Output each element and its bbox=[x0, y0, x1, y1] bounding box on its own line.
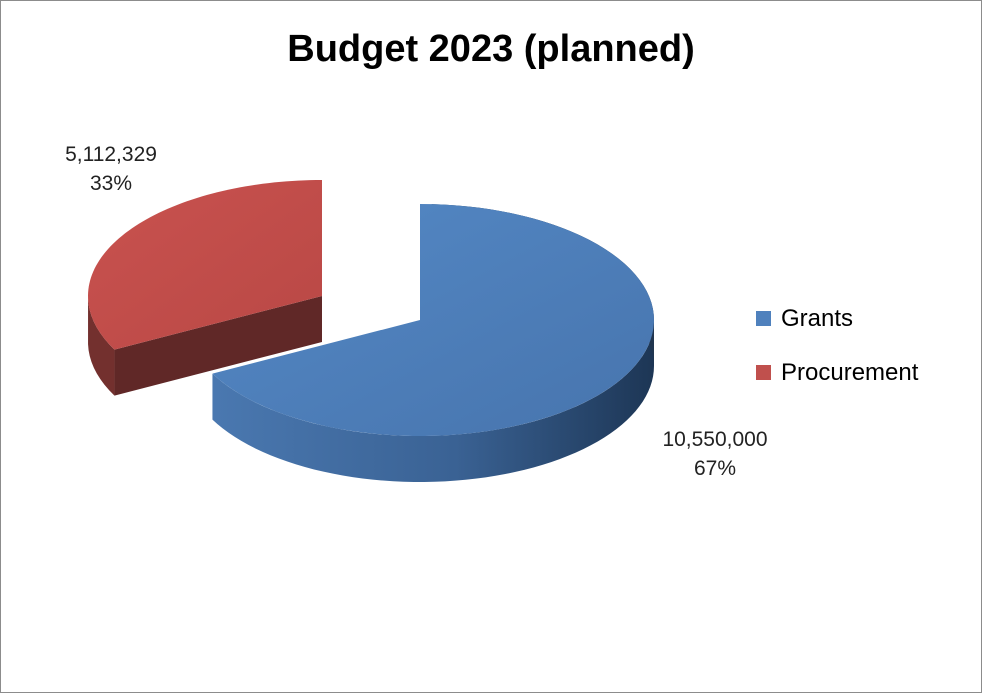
data-label-procurement: 5,112,329 33% bbox=[36, 140, 186, 198]
data-label-grants-percent: 67% bbox=[693, 457, 737, 480]
data-label-grants: 10,550,000 67% bbox=[640, 425, 790, 483]
legend-swatch-procurement bbox=[756, 365, 771, 380]
legend-label-grants: Grants bbox=[781, 304, 854, 332]
legend-item-grants: Grants bbox=[756, 305, 918, 332]
chart-title: Budget 2023 (planned) bbox=[287, 28, 695, 70]
legend-label-procurement: Procurement bbox=[781, 358, 919, 386]
slice-grants bbox=[212, 204, 654, 436]
slice-side-procurement-outer bbox=[88, 298, 115, 396]
slice-side-procurement-radial bbox=[114, 296, 323, 396]
legend: Grants Procurement bbox=[756, 305, 918, 413]
legend-item-procurement: Procurement bbox=[756, 359, 918, 386]
legend-swatch-grants bbox=[756, 311, 771, 326]
data-label-procurement-value: 5,112,329 bbox=[65, 143, 157, 166]
slice-procurement bbox=[88, 180, 322, 350]
data-label-grants-value: 10,550,000 bbox=[662, 428, 768, 451]
data-label-procurement-percent: 33% bbox=[89, 172, 133, 195]
slice-side-grants-outer bbox=[212, 320, 654, 482]
